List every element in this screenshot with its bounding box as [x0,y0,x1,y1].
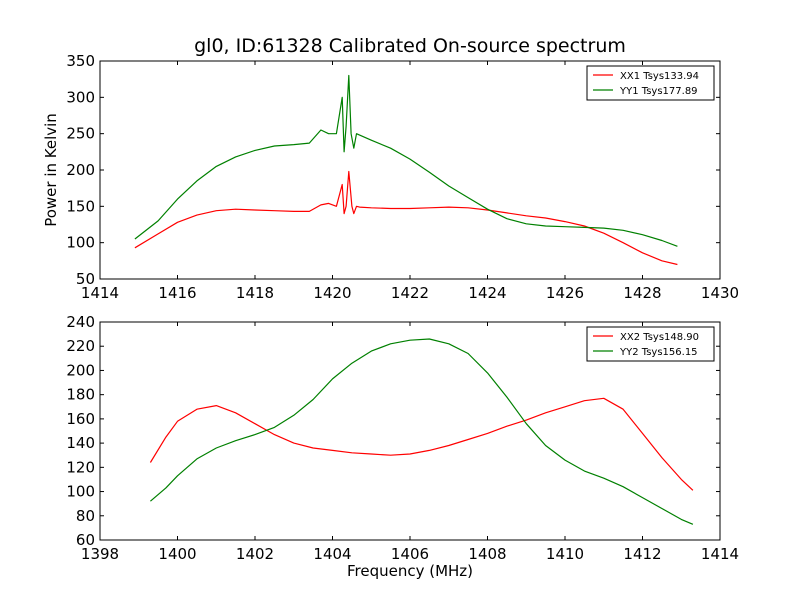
y-tick-label: 140 [66,434,95,452]
y-tick-label: 80 [76,507,95,525]
x-tick-label: 1418 [236,284,274,302]
bottom-panel: 1398 1400 1402 1404 1406 1408 1410 1412 1414 60 80… [66,313,739,580]
series-line-1 [149,397,694,491]
y-tick-label: 150 [66,197,95,215]
legend-entry-label: YY2 Tsys156.15 [619,347,698,358]
legend: XX2 Tsys148.90 YY2 Tsys156.15 [586,326,715,362]
y-axis-label: Power in Kelvin [42,113,60,227]
legend-entry-label: XX2 Tsys148.90 [620,332,699,343]
series-group [134,74,678,266]
y-tick-label: 350 [66,52,95,70]
legend-entry-label: XX1 Tsys133.94 [620,71,699,82]
y-tick-label: 120 [66,458,95,476]
x-tick-label: 1398 [81,545,119,563]
y-tick-label: 180 [66,386,95,404]
legend-box [586,65,715,101]
x-tick-label: 1430 [701,284,739,302]
y-tick-label: 200 [66,361,95,379]
y-tick-label: 100 [66,234,95,252]
y-tick-label: 220 [66,337,95,355]
series-group [149,338,694,525]
x-tick-label: 1408 [468,545,506,563]
series-line-2 [150,338,694,525]
x-axis-label: Frequency (MHz) [347,562,473,580]
x-tick-label: 1410 [546,545,584,563]
chart-title: gl0, ID:61328 Calibrated On-source spect… [194,35,626,57]
x-tick-label: 1422 [391,284,429,302]
legend: XX1 Tsys133.94 YY1 Tsys177.89 [586,65,715,101]
x-tick-label: 1400 [158,545,196,563]
x-tick-label: 1412 [623,545,661,563]
x-tick-label: 1404 [313,545,351,563]
x-tick-label: 1428 [623,284,661,302]
y-tick-label: 100 [66,483,95,501]
y-tick-label: 200 [66,161,95,179]
top-panel: 1414 1416 1418 1420 1422 1424 1426 1428 1430 50 10… [42,52,739,302]
series-line-2 [134,74,678,247]
x-tick-label: 1426 [546,284,584,302]
y-tick-label: 300 [66,88,95,106]
y-tick-label: 240 [66,313,95,331]
y-tick-label: 160 [66,410,95,428]
y-tick-label: 60 [76,531,95,549]
y-tick-label: 50 [76,270,95,288]
x-tick-label: 1416 [158,284,196,302]
x-tick-label: 1402 [236,545,274,563]
series-line-1 [134,170,678,266]
y-tick-label: 250 [66,125,95,143]
x-tick-label: 1424 [468,284,506,302]
legend-entry-label: YY1 Tsys177.89 [619,86,698,97]
legend-box [586,326,715,362]
x-tick-label: 1414 [701,545,739,563]
x-tick-label: 1420 [313,284,351,302]
x-tick-label: 1414 [81,284,119,302]
x-tick-label: 1406 [391,545,429,563]
